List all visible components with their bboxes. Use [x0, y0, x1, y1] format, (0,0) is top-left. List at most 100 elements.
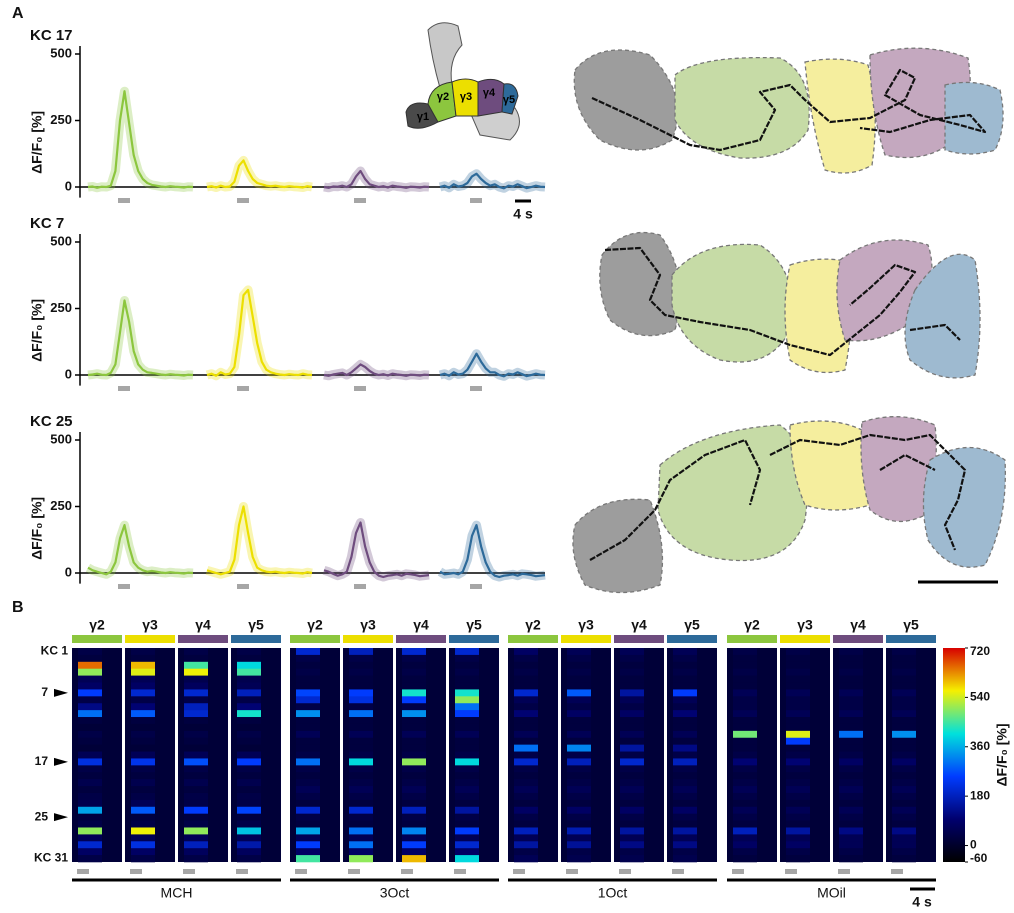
heatmap-cell	[514, 731, 538, 738]
heatmap-cell	[184, 731, 208, 738]
heatmap-cell	[673, 745, 697, 752]
heatmap-cell	[349, 827, 373, 834]
heatmap-cell	[514, 793, 538, 800]
heatmap-cell	[733, 855, 757, 862]
heatmap-cell	[349, 807, 373, 814]
heatmap-cell	[184, 696, 208, 703]
heatmap-cell	[620, 669, 644, 676]
heatmap-cell	[620, 745, 644, 752]
heatmap-cell	[620, 807, 644, 814]
heatmap-cell	[402, 676, 426, 683]
heatmap-cell	[786, 662, 810, 669]
heatmap-cell	[455, 669, 479, 676]
colorbar-tick-label: -60	[970, 851, 988, 865]
heatmap-cell	[349, 731, 373, 738]
heatmap-cell	[786, 765, 810, 772]
heatmap-cell	[237, 772, 261, 779]
heatmap-cell	[237, 793, 261, 800]
heatmap-cell	[839, 683, 863, 690]
heatmap-cell	[673, 841, 697, 848]
heatmap-cell	[567, 841, 591, 848]
heatmap-cell	[78, 834, 102, 841]
heatmap-cell	[733, 765, 757, 772]
heatmap-cell	[892, 765, 916, 772]
heatmap-cell	[131, 752, 155, 759]
heatmap-cell	[567, 807, 591, 814]
heatmap-cell	[296, 779, 320, 786]
y-tick-label: 0	[65, 366, 72, 381]
heatmap-cell	[349, 683, 373, 690]
heatmap-cell	[892, 689, 916, 696]
heatmap-cell	[78, 676, 102, 683]
trace-shading	[324, 523, 429, 578]
heatmap-cell	[455, 841, 479, 848]
y-tick-label: 250	[50, 498, 72, 513]
compartment-label: γ4	[195, 617, 211, 633]
trace-shading	[207, 290, 312, 376]
heatmap-cell	[455, 786, 479, 793]
compartment-bar	[396, 635, 446, 643]
cell-label: KC 25	[30, 413, 73, 430]
heatmap-cell	[237, 765, 261, 772]
heatmap-cell	[839, 841, 863, 848]
lobe-g1	[573, 499, 663, 592]
heatmap-cell	[839, 772, 863, 779]
heatmap-cell	[296, 731, 320, 738]
heatmap-cell	[349, 724, 373, 731]
heatmap-cell	[733, 814, 757, 821]
heatmap-cell	[733, 793, 757, 800]
stimulus-bar	[454, 869, 466, 874]
heatmap-cell	[839, 710, 863, 717]
heatmap-cell	[78, 655, 102, 662]
heatmap-cell	[892, 696, 916, 703]
heatmap-cell	[78, 696, 102, 703]
heatmap-cell	[455, 696, 479, 703]
heatmap-cell	[620, 703, 644, 710]
heatmap-cell	[514, 655, 538, 662]
heatmap-cell	[733, 676, 757, 683]
heatmap-cell	[402, 786, 426, 793]
heatmap-cell	[514, 779, 538, 786]
heatmap-cell	[892, 793, 916, 800]
heatmap-cell	[184, 648, 208, 655]
heatmap-cell	[514, 765, 538, 772]
compartment-bar	[614, 635, 664, 643]
heatmap-cell	[786, 793, 810, 800]
heatmap-cell	[184, 786, 208, 793]
heatmap-cell	[131, 648, 155, 655]
heatmap-cell	[620, 758, 644, 765]
trace-shading	[207, 507, 312, 575]
heatmap-cell	[455, 752, 479, 759]
heatmap-cell	[892, 848, 916, 855]
heatmap-cell	[402, 717, 426, 724]
heatmap-cell	[237, 669, 261, 676]
heatmap-cell	[78, 683, 102, 690]
heatmap-cell	[184, 683, 208, 690]
heatmap-cell	[620, 752, 644, 759]
heatmap-cell	[620, 779, 644, 786]
stimulus-bar	[785, 869, 797, 874]
row-arrow	[54, 689, 68, 697]
stimulus-bar	[566, 869, 578, 874]
heatmap-cell	[296, 703, 320, 710]
colorbar-tick-label: 0	[970, 838, 977, 852]
heatmap-cell	[567, 758, 591, 765]
heatmap-cell	[620, 683, 644, 690]
stimulus-bar	[470, 198, 482, 203]
heatmap-cell	[892, 827, 916, 834]
heatmap-cell	[296, 821, 320, 828]
heatmap-cell	[402, 772, 426, 779]
heatmap-cell	[131, 786, 155, 793]
heatmap-cell	[839, 779, 863, 786]
heatmap-cell	[733, 841, 757, 848]
heatmap-cell	[620, 786, 644, 793]
heatmap-cell	[620, 724, 644, 731]
heatmap-cell	[455, 676, 479, 683]
heatmap-cell	[733, 648, 757, 655]
heatmap-cell	[78, 703, 102, 710]
heatmap-cell	[839, 745, 863, 752]
heatmap-cell	[786, 669, 810, 676]
heatmap-cell	[237, 745, 261, 752]
y-axis-label: ΔF/F₀ [%]	[29, 299, 45, 362]
heatmap-cell	[402, 710, 426, 717]
